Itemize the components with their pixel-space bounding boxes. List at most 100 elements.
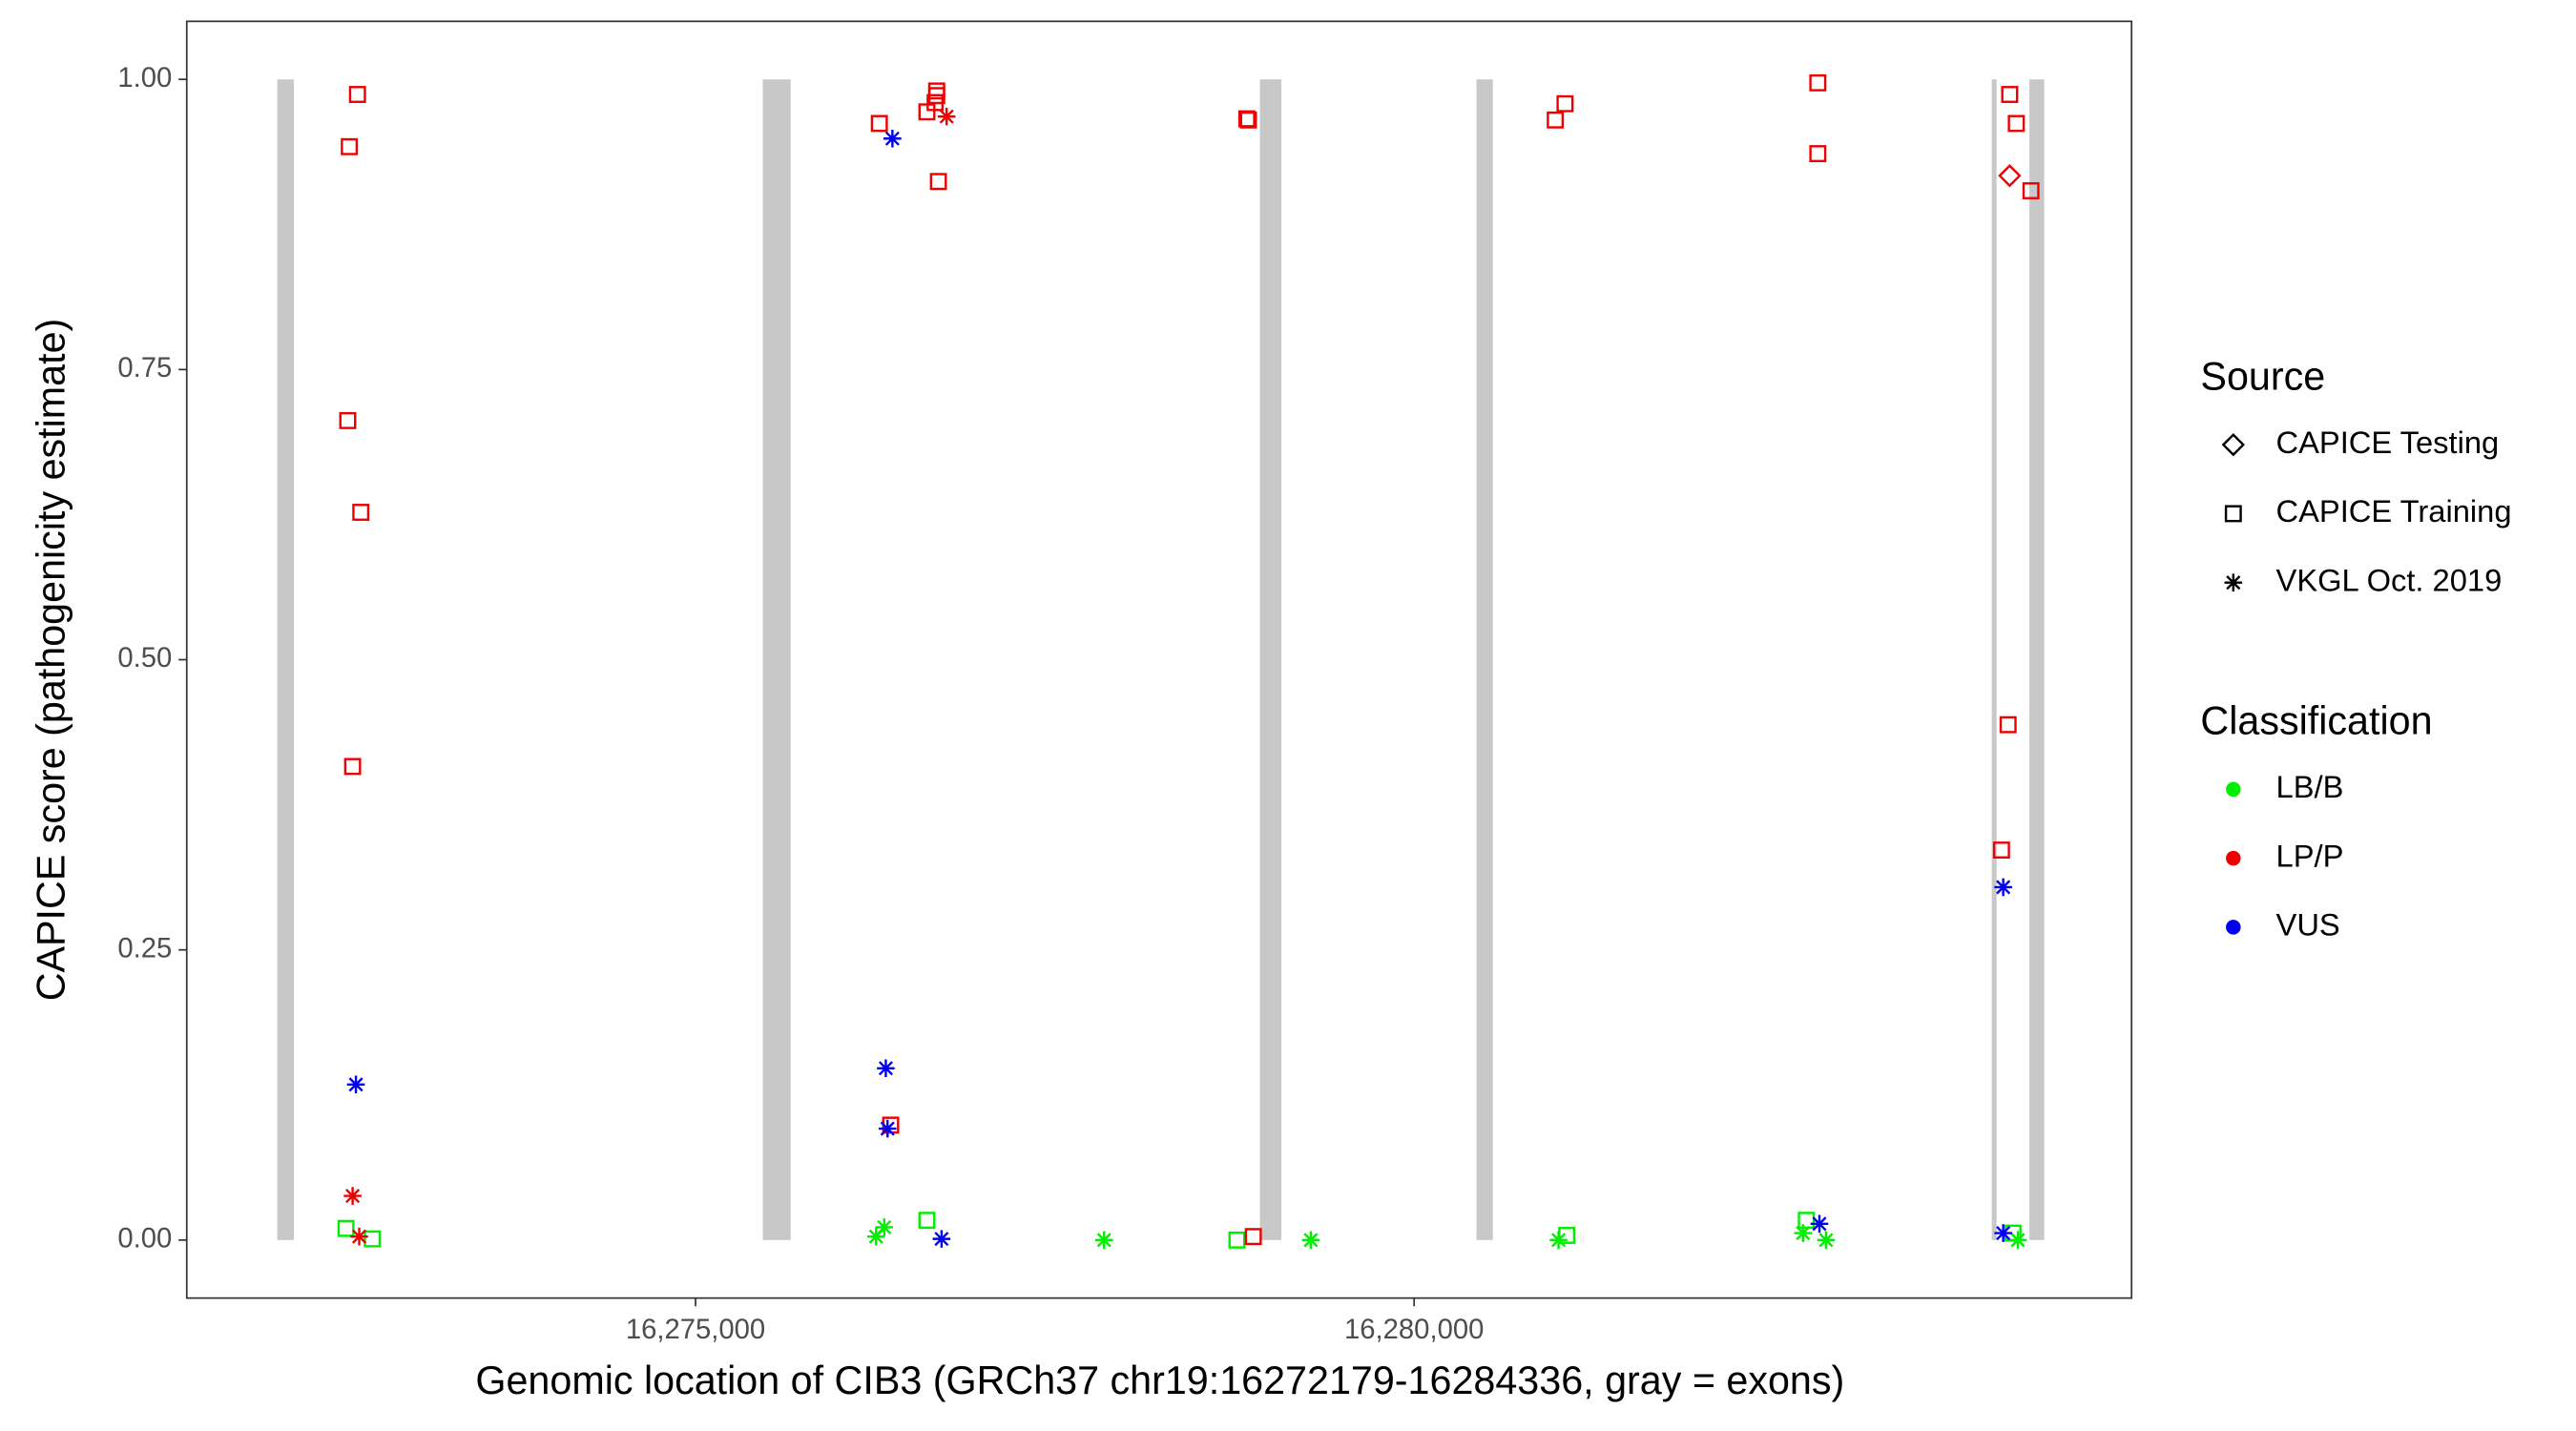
- point: [337, 1219, 355, 1237]
- point: [1810, 1214, 1829, 1234]
- legend-key: [2226, 920, 2241, 935]
- background: [14, 0, 2562, 1431]
- point: [1809, 73, 1827, 92]
- legend-label: VKGL Oct. 2019: [2276, 562, 2503, 597]
- marker-square: [1558, 1227, 1576, 1244]
- marker-asterisk: [1810, 1214, 1829, 1234]
- point: [343, 757, 362, 776]
- y-tick-label: 1.00: [117, 63, 172, 93]
- y-axis-title: CAPICE score (pathogenicity estimate): [29, 319, 73, 1002]
- point: [883, 129, 902, 148]
- point: [1994, 1224, 2012, 1242]
- y-tick-label: 0.25: [117, 933, 172, 964]
- legend-key: [2224, 505, 2242, 523]
- marker-square: [870, 114, 888, 133]
- marker-asterisk: [2008, 1231, 2027, 1250]
- point: [875, 1218, 894, 1236]
- marker-asterisk: [878, 1119, 897, 1138]
- marker-square: [1809, 145, 1827, 163]
- point: [2007, 114, 2025, 133]
- point: [339, 411, 357, 429]
- point: [1817, 1231, 1836, 1250]
- marker-square: [1797, 1212, 1816, 1230]
- marker-asterisk: [1094, 1231, 1113, 1250]
- point: [348, 86, 366, 103]
- point: [364, 1230, 382, 1248]
- point: [1794, 1224, 1813, 1242]
- marker-square: [339, 411, 357, 429]
- point: [932, 1230, 951, 1248]
- point: [870, 114, 888, 133]
- legend-label: CAPICE Testing: [2276, 425, 2500, 460]
- point: [346, 1075, 365, 1094]
- legend-title: Classification: [2200, 699, 2432, 743]
- exon: [1476, 79, 1493, 1240]
- marker-asterisk: [350, 1227, 368, 1246]
- marker-asterisk: [932, 1230, 951, 1248]
- point: [918, 1212, 936, 1230]
- marker-square: [343, 757, 362, 776]
- point: [1094, 1231, 1113, 1250]
- marker-asterisk: [346, 1075, 365, 1094]
- marker-square: [337, 1219, 355, 1237]
- marker-square: [1992, 841, 2010, 859]
- point: [1994, 878, 2012, 897]
- y-tick-label: 0.00: [117, 1224, 172, 1255]
- marker-square: [352, 504, 370, 521]
- point: [877, 1059, 895, 1078]
- point: [1237, 110, 1256, 128]
- point: [1809, 145, 1827, 163]
- point: [341, 137, 359, 156]
- marker-asterisk: [1994, 878, 2012, 897]
- point: [929, 173, 947, 191]
- marker-asterisk: [343, 1187, 362, 1205]
- exon: [1991, 79, 1997, 1240]
- exon: [1259, 79, 1282, 1240]
- point: [878, 1119, 897, 1138]
- point: [1547, 111, 1565, 129]
- marker-square: [1244, 1228, 1262, 1246]
- marker-asterisk: [1794, 1224, 1813, 1242]
- marker-asterisk: [2224, 573, 2243, 591]
- legend-label: CAPICE Training: [2276, 493, 2512, 529]
- point: [926, 93, 945, 112]
- point: [866, 1227, 885, 1246]
- marker-square: [348, 86, 366, 103]
- marker-asterisk: [1994, 1224, 2012, 1242]
- marker-asterisk: [1817, 1231, 1836, 1250]
- point: [352, 504, 370, 521]
- point: [1244, 1228, 1262, 1246]
- legend-label: LP/P: [2276, 838, 2344, 873]
- marker-square: [918, 1212, 936, 1230]
- marker-asterisk: [937, 107, 956, 126]
- point: [1999, 716, 2017, 734]
- marker-square: [1228, 1231, 1246, 1249]
- y-tick-label: 0.75: [117, 353, 172, 384]
- marker-square: [1809, 73, 1827, 92]
- marker-square: [341, 137, 359, 156]
- marker-square: [1239, 111, 1257, 129]
- marker-square: [1547, 111, 1565, 129]
- panel-border: [185, 20, 2133, 1299]
- marker-square: [1237, 110, 1256, 128]
- legend-key: [2221, 433, 2245, 457]
- point: [937, 107, 956, 126]
- point: [1797, 1212, 1816, 1230]
- point: [350, 1227, 368, 1246]
- point: [2001, 86, 2019, 103]
- marker-diamond: [2221, 433, 2245, 457]
- legend-label: VUS: [2276, 907, 2340, 943]
- x-tick-label: 16,275,000: [626, 1315, 765, 1345]
- marker-asterisk: [883, 129, 902, 148]
- point: [1301, 1231, 1320, 1250]
- point: [1239, 111, 1257, 129]
- exon: [2029, 79, 2045, 1240]
- exon: [277, 79, 294, 1240]
- marker-square: [2224, 505, 2242, 523]
- marker-asterisk: [1301, 1231, 1320, 1250]
- point: [1228, 1231, 1246, 1249]
- point: [2022, 182, 2040, 199]
- marker-square: [364, 1230, 382, 1248]
